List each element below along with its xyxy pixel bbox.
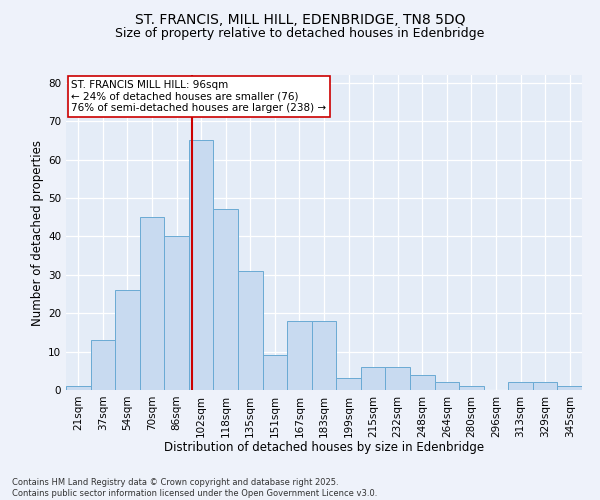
Bar: [287, 321, 312, 390]
Bar: [140, 217, 164, 390]
Bar: [361, 367, 385, 390]
Bar: [508, 382, 533, 390]
Bar: [385, 367, 410, 390]
Text: Contains HM Land Registry data © Crown copyright and database right 2025.
Contai: Contains HM Land Registry data © Crown c…: [12, 478, 377, 498]
Bar: [557, 386, 582, 390]
Bar: [263, 356, 287, 390]
Bar: [459, 386, 484, 390]
Bar: [214, 210, 238, 390]
Bar: [238, 271, 263, 390]
Bar: [189, 140, 214, 390]
X-axis label: Distribution of detached houses by size in Edenbridge: Distribution of detached houses by size …: [164, 441, 484, 454]
Y-axis label: Number of detached properties: Number of detached properties: [31, 140, 44, 326]
Bar: [410, 374, 434, 390]
Text: Size of property relative to detached houses in Edenbridge: Size of property relative to detached ho…: [115, 28, 485, 40]
Bar: [336, 378, 361, 390]
Bar: [115, 290, 140, 390]
Text: ST. FRANCIS MILL HILL: 96sqm
← 24% of detached houses are smaller (76)
76% of se: ST. FRANCIS MILL HILL: 96sqm ← 24% of de…: [71, 80, 326, 113]
Bar: [66, 386, 91, 390]
Text: ST. FRANCIS, MILL HILL, EDENBRIDGE, TN8 5DQ: ST. FRANCIS, MILL HILL, EDENBRIDGE, TN8 …: [135, 12, 465, 26]
Bar: [312, 321, 336, 390]
Bar: [434, 382, 459, 390]
Bar: [164, 236, 189, 390]
Bar: [533, 382, 557, 390]
Bar: [91, 340, 115, 390]
